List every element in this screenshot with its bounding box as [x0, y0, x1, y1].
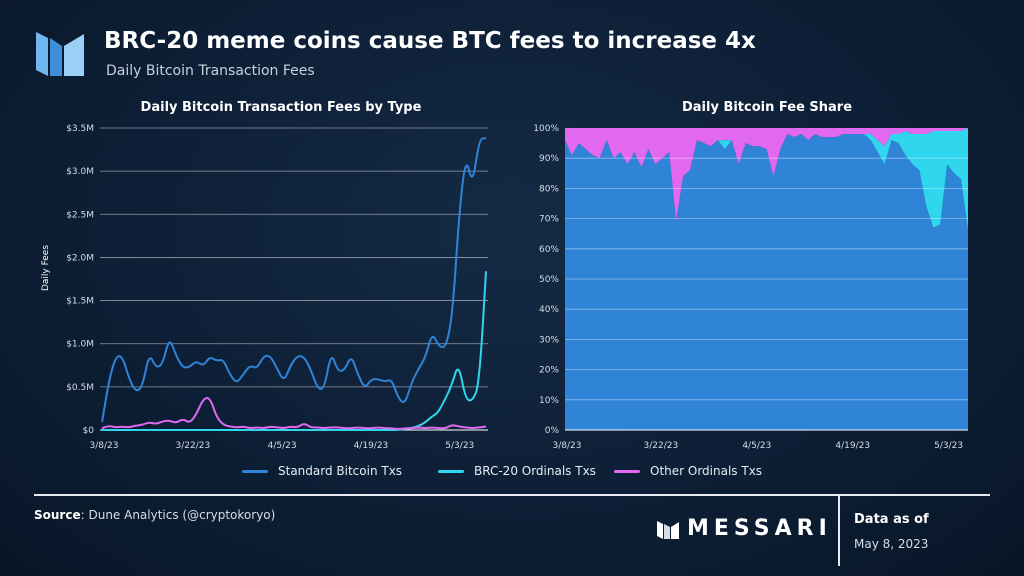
right-y-tick-label: 90% [539, 154, 559, 164]
legend-item-other: Other Ordinals Txs [614, 464, 762, 478]
left-y-tick-label: $1.5M [66, 297, 94, 307]
left-y-tick-label: $2.0M [66, 253, 94, 263]
right-y-tick-label: 80% [539, 184, 559, 194]
right-y-tick-label: 60% [539, 245, 559, 255]
right-y-tick-label: 40% [539, 305, 559, 315]
left-y-tick-label: $0.5M [66, 383, 94, 393]
left-x-tick-label: 4/19/23 [354, 441, 389, 451]
legend-swatch-standard [242, 469, 268, 473]
legend-item-brc20: BRC-20 Ordinals Txs [438, 464, 596, 478]
data-asof-label: Data as of [854, 512, 929, 527]
legend-label-brc20: BRC-20 Ordinals Txs [474, 464, 596, 478]
right-y-tick-label: 70% [539, 215, 559, 225]
right-chart-title: Daily Bitcoin Fee Share [682, 100, 852, 115]
legend-label-other: Other Ordinals Txs [650, 464, 763, 478]
messari-logo-icon [36, 32, 84, 76]
left-y-tick-label: $3.5M [66, 124, 94, 134]
messari-mark-icon [657, 520, 679, 539]
footer-divider [34, 494, 990, 496]
left-series-line-2 [101, 397, 487, 430]
legend-swatch-brc20 [438, 469, 464, 473]
right-x-tick-label: 4/19/23 [835, 441, 870, 451]
right-x-tick-label: 3/8/23 [553, 441, 582, 451]
right-x-tick-label: 3/22/23 [644, 441, 679, 451]
messari-brand: MESSARI [657, 516, 832, 541]
left-x-tick-label: 5/3/23 [445, 441, 474, 451]
left-y-tick-label: $1.0M [66, 340, 94, 350]
right-x-tick-label: 5/3/23 [934, 441, 963, 451]
left-x-tick-label: 3/22/23 [176, 441, 211, 451]
left-chart-title: Daily Bitcoin Transaction Fees by Type [141, 100, 422, 115]
right-x-tick-label: 4/5/23 [742, 441, 771, 451]
left-y-tick-label: $2.5M [66, 210, 94, 220]
right-y-tick-label: 20% [539, 366, 559, 376]
left-chart-ylabel: Daily Fees [41, 245, 51, 291]
left-series-line-1 [102, 271, 487, 431]
right-series-area-2 [565, 128, 968, 222]
left-y-tick-label: $0 [83, 426, 95, 436]
left-series-line-0 [101, 137, 486, 423]
page-title: BRC-20 meme coins cause BTC fees to incr… [104, 28, 756, 54]
chart-legend: Standard Bitcoin Txs BRC-20 Ordinals Txs… [0, 464, 1024, 484]
right-y-tick-label: 0% [545, 426, 560, 436]
source-note: Source: Dune Analytics (@cryptokoryo) [34, 508, 275, 522]
right-y-tick-label: 10% [539, 396, 559, 406]
legend-label-standard: Standard Bitcoin Txs [278, 464, 403, 478]
source-text: : Dune Analytics (@cryptokoryo) [80, 508, 276, 522]
legend-swatch-other [614, 469, 640, 473]
page-subtitle: Daily Bitcoin Transaction Fees [106, 63, 315, 79]
footer-vertical-divider [838, 496, 840, 566]
legend-item-standard: Standard Bitcoin Txs [242, 464, 402, 478]
right-y-tick-label: 100% [533, 124, 559, 134]
source-label: Source [34, 508, 81, 522]
left-x-tick-label: 3/8/23 [90, 441, 119, 451]
data-asof-date: May 8, 2023 [854, 537, 929, 551]
left-y-tick-label: $3.0M [66, 167, 94, 177]
right-series-area-0 [565, 134, 968, 430]
brand-wordmark: MESSARI [687, 516, 832, 541]
right-series-area-1 [565, 128, 968, 231]
right-y-tick-label: 30% [539, 335, 559, 345]
right-y-tick-label: 50% [539, 275, 559, 285]
left-x-tick-label: 4/5/23 [268, 441, 297, 451]
